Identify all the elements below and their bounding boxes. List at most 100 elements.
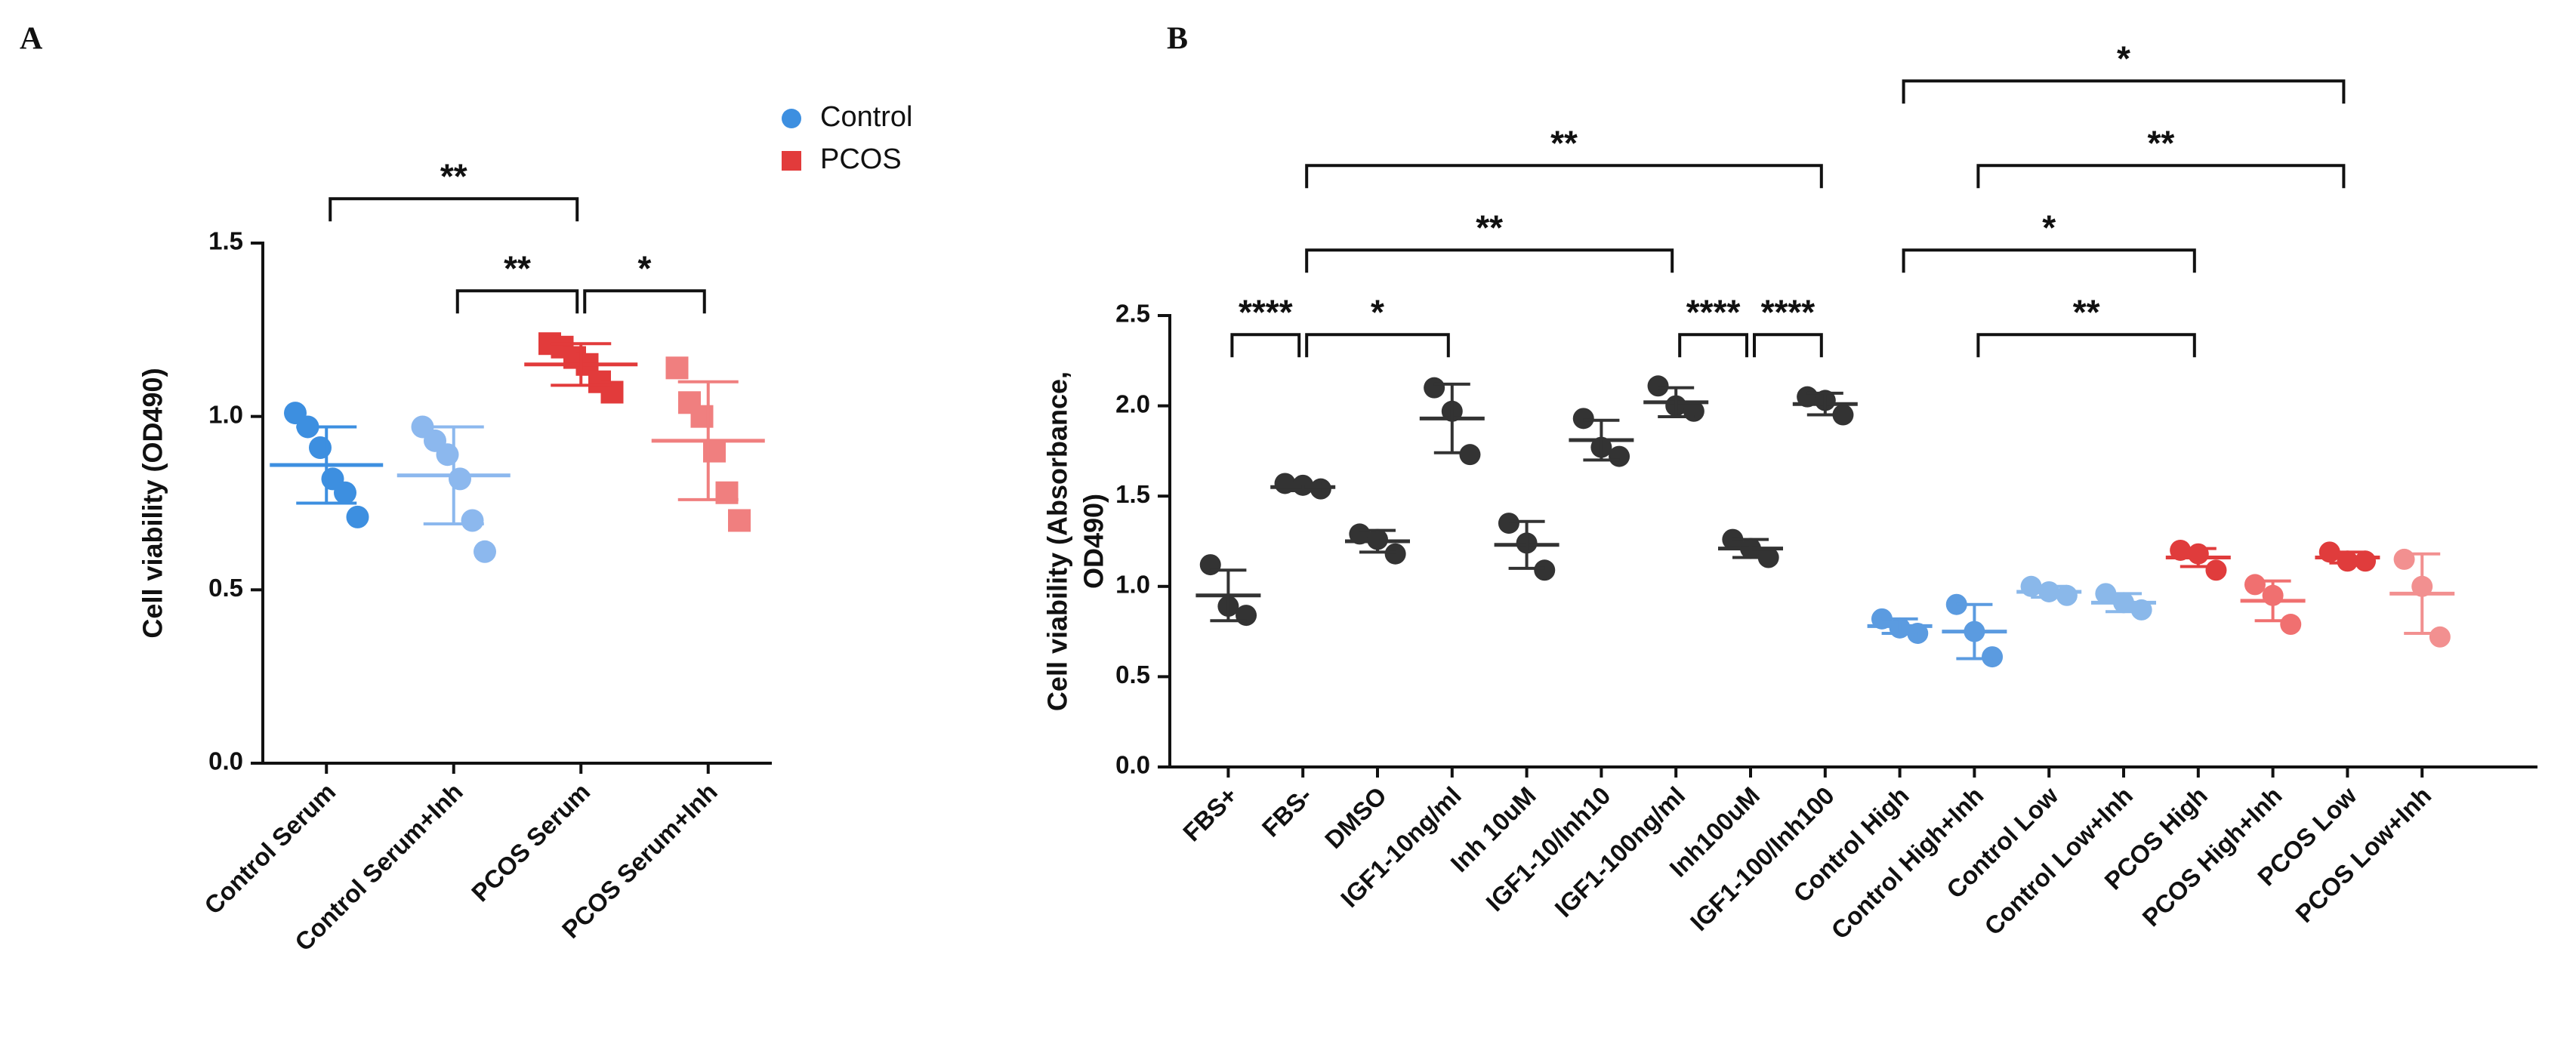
- data-point: [2280, 614, 2302, 636]
- data-point: [461, 509, 484, 532]
- error-bar: [423, 425, 484, 526]
- error-bar: [2180, 547, 2217, 568]
- data-point: [1647, 375, 1669, 397]
- data-point: [1236, 605, 1257, 627]
- significance-label: ****: [1239, 292, 1293, 331]
- significance-bracket: [455, 289, 579, 314]
- y-tick-label: 1.0: [1115, 571, 1150, 599]
- significance-bracket: [1902, 79, 2346, 104]
- error-bar: [1508, 519, 1545, 570]
- error-bar: [1806, 391, 1843, 417]
- y-tick-label: 1.5: [1115, 480, 1150, 508]
- error-bar: [1732, 537, 1769, 559]
- error-bar: [2404, 552, 2441, 635]
- error-bar: [2106, 592, 2142, 614]
- error-bar: [1583, 418, 1620, 462]
- significance-bracket: [583, 289, 706, 314]
- data-point: [2393, 548, 2415, 570]
- data-point: [1459, 444, 1481, 466]
- data-point: [2205, 559, 2227, 581]
- legend-marker: [782, 151, 801, 171]
- significance-label: *: [2042, 208, 2056, 247]
- y-tick-label: 2.0: [1115, 390, 1150, 417]
- error-bar: [1359, 528, 1396, 554]
- data-point: [436, 443, 459, 467]
- error-bar: [551, 342, 612, 387]
- significance-bracket: [1305, 333, 1450, 358]
- data-point: [728, 509, 751, 532]
- significance-bracket: [1305, 248, 1674, 273]
- error-bar: [2031, 584, 2068, 599]
- significance-bracket: [1678, 333, 1748, 358]
- error-bar: [1433, 382, 1470, 454]
- data-point: [1384, 543, 1406, 565]
- error-bar: [296, 425, 357, 505]
- x-tick-label: DMSO: [1319, 781, 1392, 854]
- data-point: [1572, 408, 1594, 430]
- legend-label: PCOS: [820, 143, 902, 175]
- data-point: [1498, 513, 1519, 534]
- x-tick-label: Control Serum: [199, 778, 341, 919]
- significance-label: *: [1371, 292, 1384, 331]
- significance-label: **: [2073, 292, 2100, 331]
- y-axis-label: Cell viability (Absorbance,: [1042, 371, 1073, 711]
- x-tick-label: PCOS Low+Inh: [2290, 781, 2436, 928]
- data-point: [1609, 445, 1630, 467]
- y-tick-label: 0.0: [208, 747, 243, 775]
- data-point: [1424, 377, 1445, 399]
- data-point: [334, 481, 356, 504]
- data-point: [1199, 554, 1221, 576]
- significance-label: **: [1550, 123, 1578, 162]
- y-tick-label: 2.5: [1115, 300, 1150, 328]
- significance-label: *: [638, 248, 652, 288]
- data-point: [2130, 599, 2152, 621]
- panel-label: B: [1167, 22, 1188, 57]
- y-axis-label: Cell viability (OD490): [137, 368, 168, 638]
- error-bar: [1285, 482, 1322, 493]
- error-bar: [2254, 579, 2291, 623]
- legend-marker: [782, 109, 801, 128]
- data-point: [346, 505, 369, 528]
- error-bar: [1956, 602, 1993, 661]
- data-point: [474, 540, 496, 563]
- significance-label: **: [504, 248, 531, 288]
- data-point: [1797, 386, 1819, 408]
- significance-bracket: [329, 197, 579, 222]
- significance-label: ****: [1761, 292, 1816, 331]
- y-tick-label: 0.5: [208, 574, 243, 602]
- y-tick-label: 1.5: [208, 227, 243, 255]
- x-tick-label: FBS+: [1177, 781, 1242, 846]
- panel-label: A: [20, 22, 43, 57]
- significance-bracket: [1976, 164, 2346, 189]
- data-point: [309, 436, 332, 460]
- significance-label: **: [2147, 123, 2174, 162]
- data-point: [1982, 646, 2004, 668]
- error-bar: [1881, 617, 1918, 635]
- data-point: [690, 405, 714, 428]
- data-point: [1349, 523, 1371, 545]
- data-point: [449, 467, 471, 491]
- error-bar: [677, 380, 739, 501]
- significance-bracket: [1753, 333, 1823, 358]
- significance-bracket: [1230, 333, 1301, 358]
- x-tick-label: FBS-: [1257, 781, 1318, 842]
- y-tick-label: 0.0: [1115, 751, 1150, 779]
- significance-label: **: [1476, 208, 1503, 247]
- error-bar: [1210, 568, 1247, 623]
- x-tick-label: PCOS Serum: [466, 778, 595, 907]
- data-point: [2429, 626, 2451, 648]
- data-point: [1534, 559, 1556, 581]
- x-tick-label: PCOS High+Inh: [2136, 781, 2287, 932]
- significance-bracket: [1305, 164, 1823, 189]
- significance-bracket: [1976, 333, 2196, 358]
- y-axis-label: OD490): [1078, 494, 1109, 589]
- error-bar: [2329, 550, 2366, 565]
- data-point: [2170, 539, 2192, 561]
- significance-label: ****: [1686, 292, 1741, 331]
- significance-label: *: [2117, 38, 2130, 78]
- data-point: [2244, 574, 2266, 596]
- significance-bracket: [1902, 248, 2196, 273]
- x-tick-label: IGF1-100ng/ml: [1549, 781, 1690, 922]
- y-tick-label: 1.0: [208, 400, 243, 428]
